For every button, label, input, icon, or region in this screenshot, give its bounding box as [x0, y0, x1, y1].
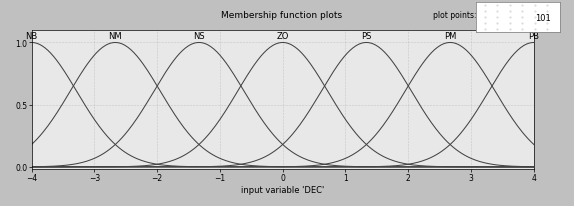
- Text: NS: NS: [193, 32, 205, 41]
- Text: Membership function plots: Membership function plots: [220, 11, 342, 20]
- Text: NB: NB: [25, 32, 38, 41]
- X-axis label: input variable 'DEC': input variable 'DEC': [241, 185, 324, 194]
- Text: ZO: ZO: [277, 32, 289, 41]
- Text: 101: 101: [536, 14, 551, 22]
- Text: PB: PB: [528, 32, 540, 41]
- Text: plot points:: plot points:: [433, 11, 477, 20]
- Text: PS: PS: [361, 32, 371, 41]
- Text: PM: PM: [444, 32, 456, 41]
- Text: NM: NM: [108, 32, 122, 41]
